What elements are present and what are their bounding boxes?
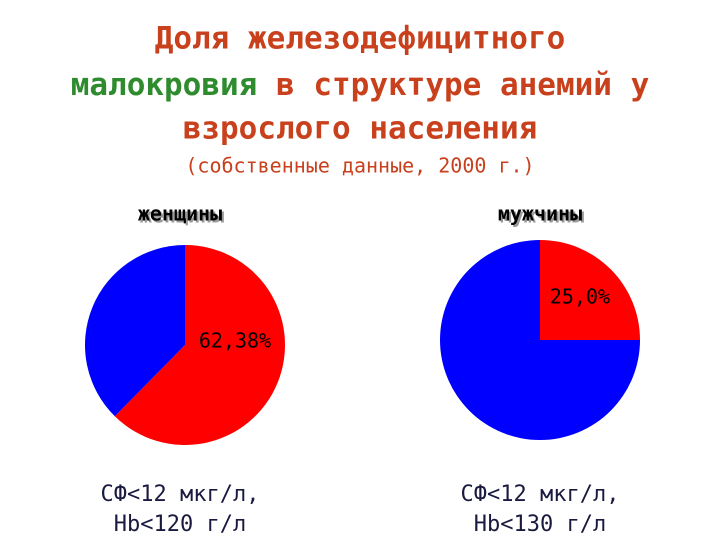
pie-slice bbox=[440, 240, 640, 440]
pie-slice bbox=[540, 240, 640, 340]
title-line: Доля железодефицитного bbox=[155, 21, 566, 57]
pie-title: женщины bbox=[138, 202, 222, 226]
title-line: взрослого населения bbox=[183, 111, 538, 147]
title-part: малокровия bbox=[71, 67, 258, 103]
value-label: 62,38% bbox=[199, 329, 271, 353]
footnote: Hb<130 г/л bbox=[474, 512, 606, 537]
pie-title-shadow: женщины bbox=[140, 204, 224, 228]
value-label: 25,0% bbox=[550, 285, 610, 309]
title-line: малокровия в структуре анемий у bbox=[71, 67, 650, 103]
title-part: в структуре анемий у bbox=[276, 67, 649, 103]
footnote: СФ<12 мкг/л, bbox=[101, 482, 260, 507]
pie-slice bbox=[114, 245, 286, 446]
footnote: Hb<120 г/л bbox=[114, 512, 246, 537]
footnote: СФ<12 мкг/л, bbox=[461, 482, 620, 507]
pie-title-shadow: мужчины bbox=[500, 204, 584, 228]
pie-title: мужчины bbox=[498, 202, 582, 226]
subtitle: (собственные данные, 2000 г.) bbox=[185, 154, 534, 178]
pie-slice bbox=[85, 245, 185, 417]
